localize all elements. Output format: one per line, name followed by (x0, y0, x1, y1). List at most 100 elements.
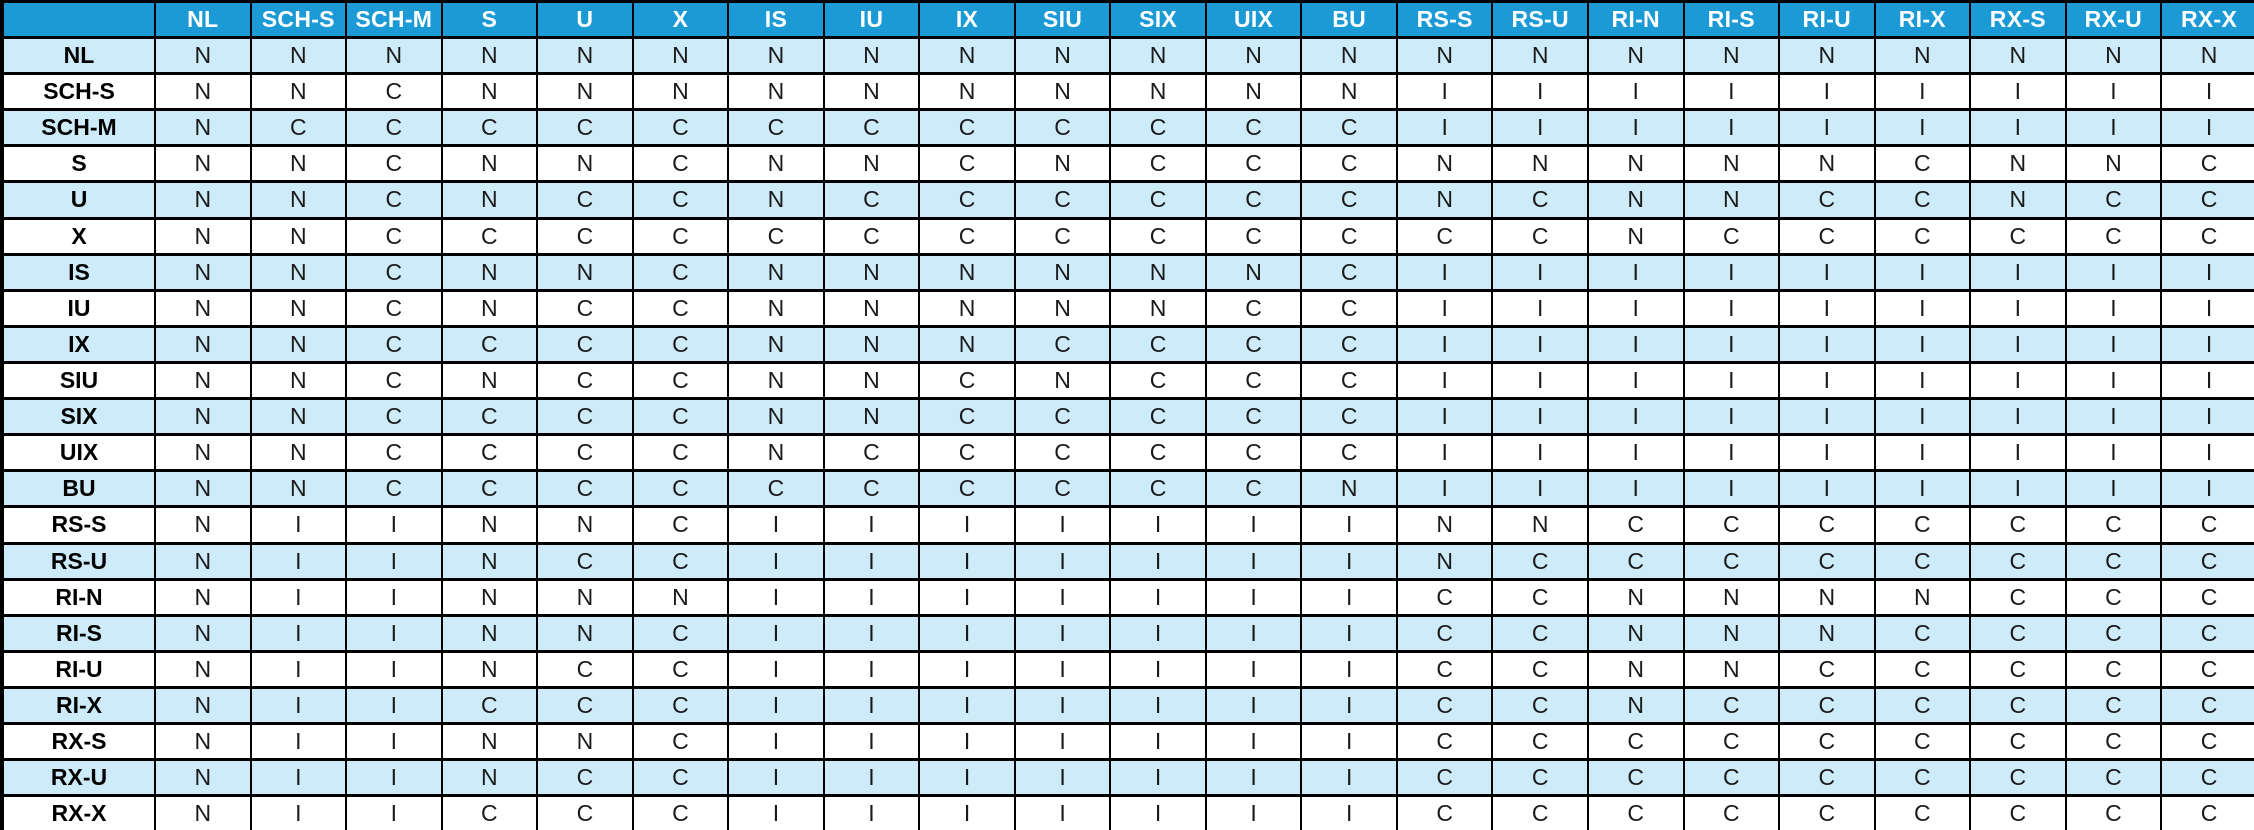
matrix-cell: I (1013, 541, 1112, 581)
matrix-cell: I (1969, 433, 2067, 473)
matrix-cell: C (727, 469, 825, 509)
matrix-cell: C (631, 505, 730, 545)
matrix-header: NL SCH-S SCH-M S U X IS IU IX SIU SIX UIX BU RS-S RS-U… (1, 0, 2254, 39)
matrix-cell: N (154, 577, 252, 617)
matrix-cell: I (1109, 649, 1207, 689)
matrix-cell: C (1013, 180, 1112, 220)
matrix-cell: N (1300, 72, 1398, 112)
matrix-cell: C (631, 288, 730, 328)
matrix-cell: I (249, 758, 348, 798)
matrix-cell: I (249, 577, 348, 617)
matrix-cell: I (1300, 541, 1398, 581)
matrix-cell: I (1969, 360, 2067, 401)
matrix-cell: N (1969, 144, 2067, 184)
matrix-cell: C (2160, 144, 2254, 184)
matrix-cell: C (1300, 397, 1398, 437)
matrix-cell: N (154, 722, 252, 762)
matrix-cell: C (1873, 722, 1972, 762)
matrix-cell: I (1395, 108, 1494, 148)
matrix-cell: I (2064, 397, 2163, 437)
matrix-cell: C (2160, 758, 2254, 798)
column-header: U (536, 0, 634, 39)
matrix-cell: C (918, 469, 1016, 509)
column-header: RX-U (2064, 0, 2163, 39)
matrix-cell: I (918, 577, 1016, 617)
matrix-cell: C (1395, 577, 1494, 617)
matrix-cell: I (249, 722, 348, 762)
matrix-cell: C (918, 180, 1016, 220)
matrix-cell: C (536, 685, 634, 726)
matrix-cell: N (1682, 35, 1781, 76)
matrix-cell: I (1682, 469, 1781, 509)
matrix-cell: N (154, 505, 252, 545)
matrix-cell: I (1395, 397, 1494, 437)
matrix-cell: I (918, 758, 1016, 798)
matrix-cell: N (154, 613, 252, 653)
matrix-cell: C (1969, 613, 2067, 653)
matrix-cell: C (1204, 433, 1303, 473)
matrix-cell: I (727, 649, 825, 689)
column-header: RI-X (1873, 0, 1972, 39)
matrix-cell: C (1586, 541, 1685, 581)
matrix-cell: N (536, 144, 634, 184)
matrix-cell: I (1395, 288, 1494, 328)
matrix-cell: C (2064, 577, 2163, 617)
matrix-cell: C (1395, 685, 1494, 726)
matrix-cell: C (2160, 794, 2254, 830)
matrix-cell: I (345, 722, 443, 762)
matrix-cell: C (2160, 613, 2254, 653)
table-row: IU N N C N C C N N N N N C C I I I I I I I I I (1, 288, 2254, 328)
matrix-cell: C (1491, 541, 1589, 581)
matrix-cell: C (631, 252, 730, 292)
matrix-cell: I (918, 794, 1016, 830)
row-header: IS (1, 252, 156, 292)
matrix-cell: I (1682, 433, 1781, 473)
matrix-cell: C (345, 72, 443, 112)
matrix-cell: N (822, 72, 921, 112)
matrix-cell: I (1109, 794, 1207, 830)
table-row: IS N N C N N C N N N N N N C I I I I I I I I I (1, 252, 2254, 292)
matrix-cell: I (1204, 685, 1303, 726)
matrix-cell: N (1969, 35, 2067, 76)
row-header: RS-S (1, 505, 156, 545)
matrix-cell: C (2064, 541, 2163, 581)
column-header: SIU (1013, 0, 1112, 39)
matrix-cell: I (249, 794, 348, 830)
matrix-cell: I (1013, 794, 1112, 830)
matrix-cell: N (727, 433, 825, 473)
matrix-cell: I (1204, 613, 1303, 653)
matrix-cell: I (1873, 72, 1972, 112)
matrix-cell: I (1109, 541, 1207, 581)
matrix-cell: N (1013, 35, 1112, 76)
matrix-cell: C (1013, 324, 1112, 364)
table-row: BU N N C C C C C C C C C C N I I I I I I I I I (1, 469, 2254, 509)
matrix-cell: C (1778, 505, 1876, 545)
matrix-cell: C (1873, 758, 1972, 798)
matrix-cell: C (631, 758, 730, 798)
matrix-cell: C (631, 541, 730, 581)
matrix-cell: N (154, 541, 252, 581)
matrix-cell: N (1778, 613, 1876, 653)
matrix-cell: I (1491, 397, 1589, 437)
matrix-cell: C (2064, 649, 2163, 689)
matrix-cell: C (1300, 324, 1398, 364)
matrix-cell: C (1013, 397, 1112, 437)
matrix-cell: N (249, 72, 348, 112)
matrix-cell: I (1969, 72, 2067, 112)
matrix-cell: C (918, 433, 1016, 473)
matrix-cell: N (727, 288, 825, 328)
column-header: S (440, 0, 539, 39)
table-row: IX N N C C C C N N N C C C C I I I I I I I I I (1, 324, 2254, 364)
matrix-cell: C (249, 108, 348, 148)
matrix-cell: I (1491, 72, 1589, 112)
row-header: RI-X (1, 685, 156, 726)
matrix-cell: I (727, 613, 825, 653)
matrix-cell: I (1682, 360, 1781, 401)
matrix-cell: N (1586, 180, 1685, 220)
matrix-cell: I (1491, 324, 1589, 364)
matrix-cell: I (2064, 72, 2163, 112)
matrix-cell: I (2064, 252, 2163, 292)
matrix-cell: C (727, 108, 825, 148)
matrix-cell: N (154, 288, 252, 328)
